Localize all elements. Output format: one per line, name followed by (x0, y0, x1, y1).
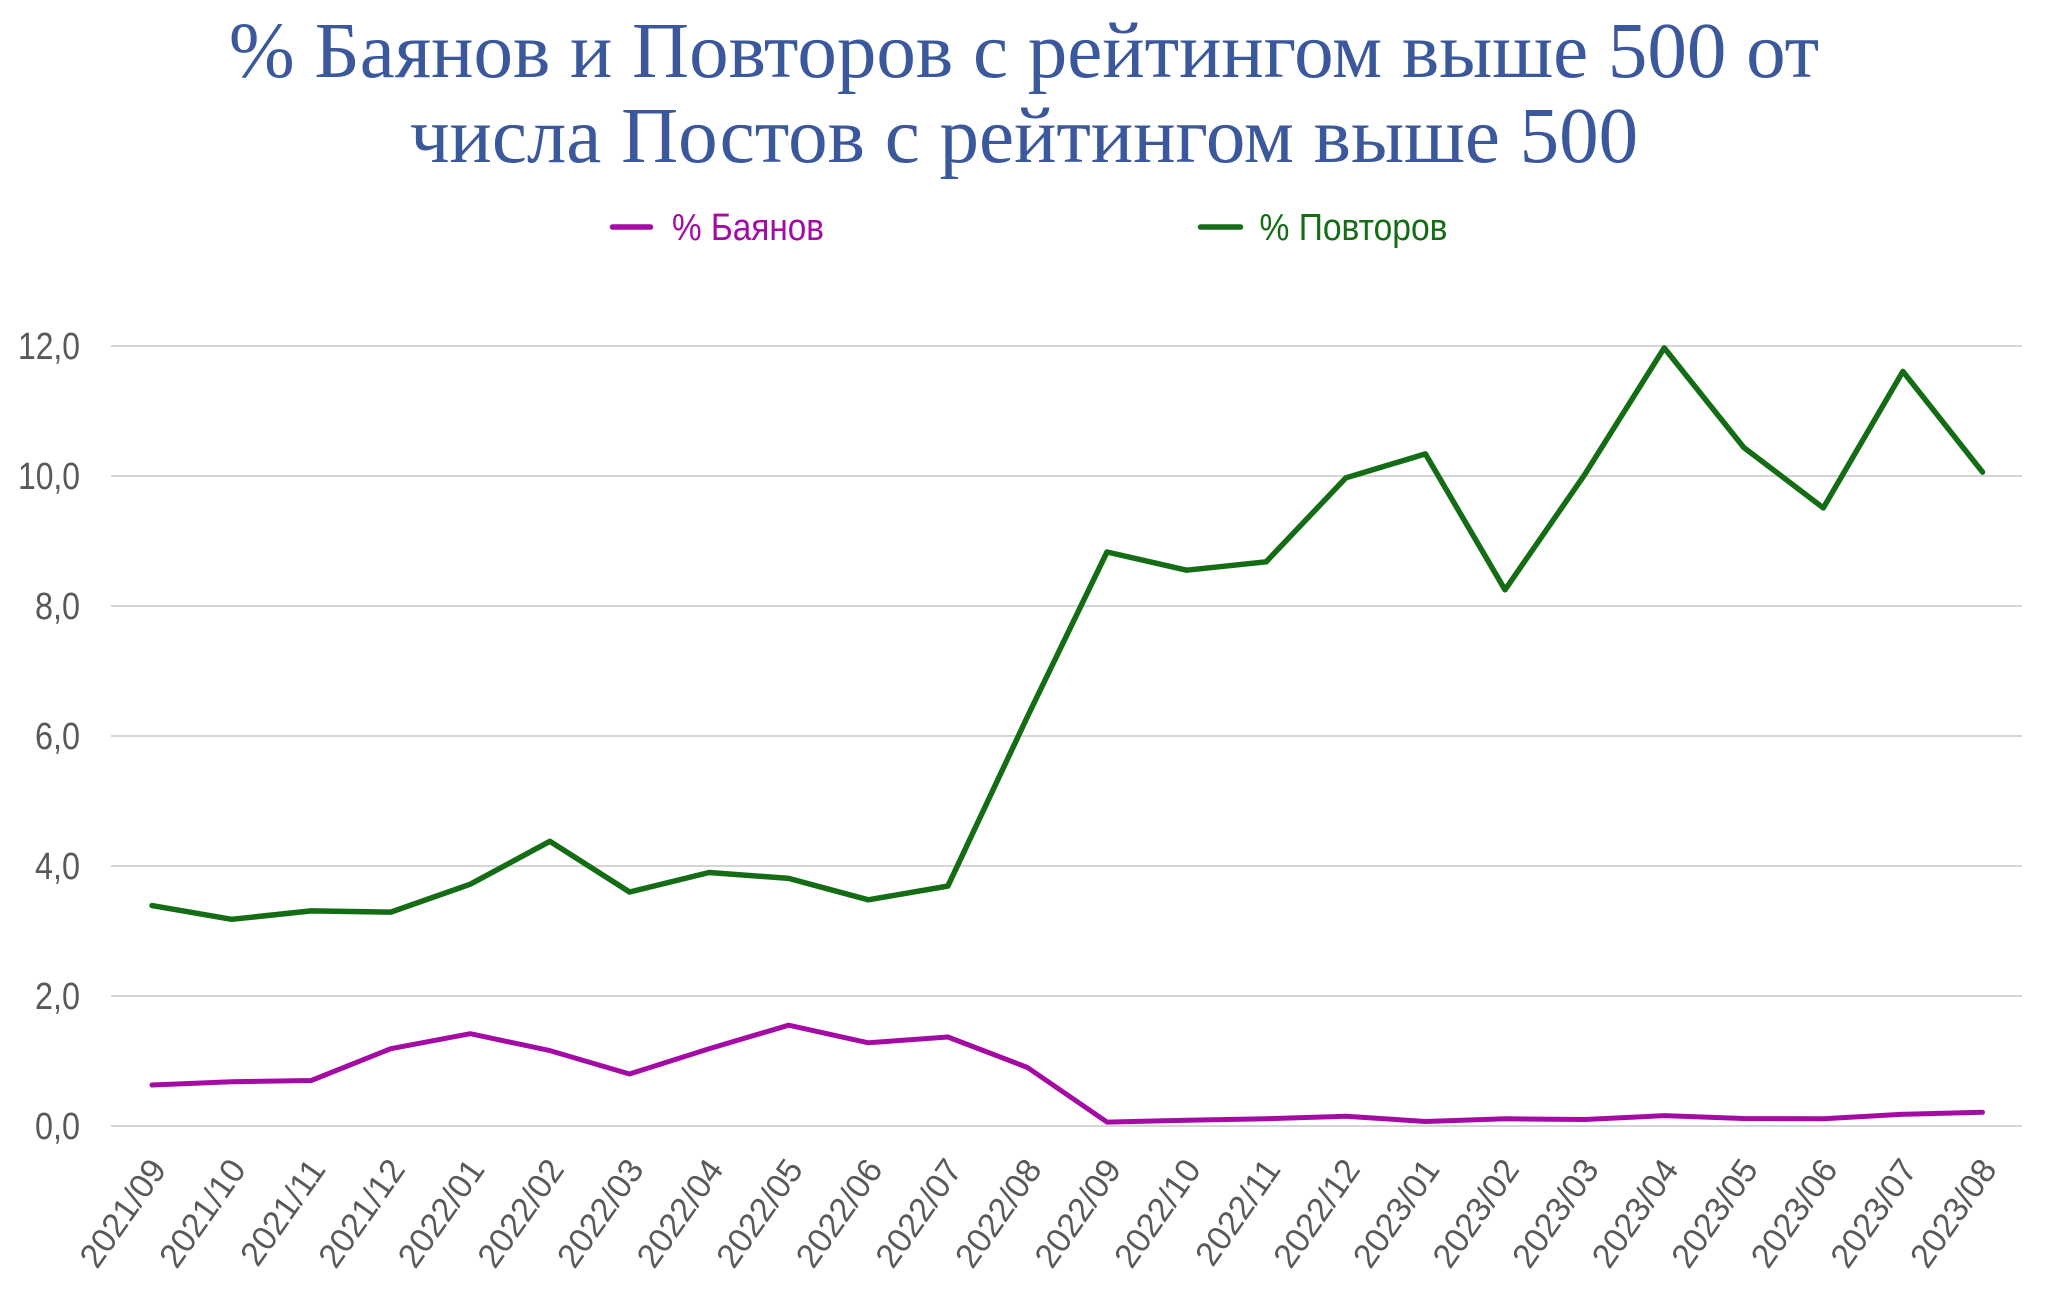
svg-text:6,0: 6,0 (35, 716, 80, 758)
svg-text:% Баянов и Повторов с рейтинго: % Баянов и Повторов с рейтингом выше 500… (229, 8, 1819, 95)
svg-text:4,0: 4,0 (35, 846, 80, 888)
svg-text:8,0: 8,0 (35, 586, 80, 628)
svg-text:0,0: 0,0 (35, 1106, 80, 1148)
svg-text:2,0: 2,0 (35, 976, 80, 1018)
svg-text:числа Постов с рейтингом выше: числа Постов с рейтингом выше 500 (410, 93, 1638, 180)
svg-text:% Баянов: % Баянов (672, 207, 824, 249)
svg-text:% Повторов: % Повторов (1260, 207, 1448, 249)
svg-text:12,0: 12,0 (18, 326, 80, 368)
svg-text:10,0: 10,0 (18, 456, 80, 498)
